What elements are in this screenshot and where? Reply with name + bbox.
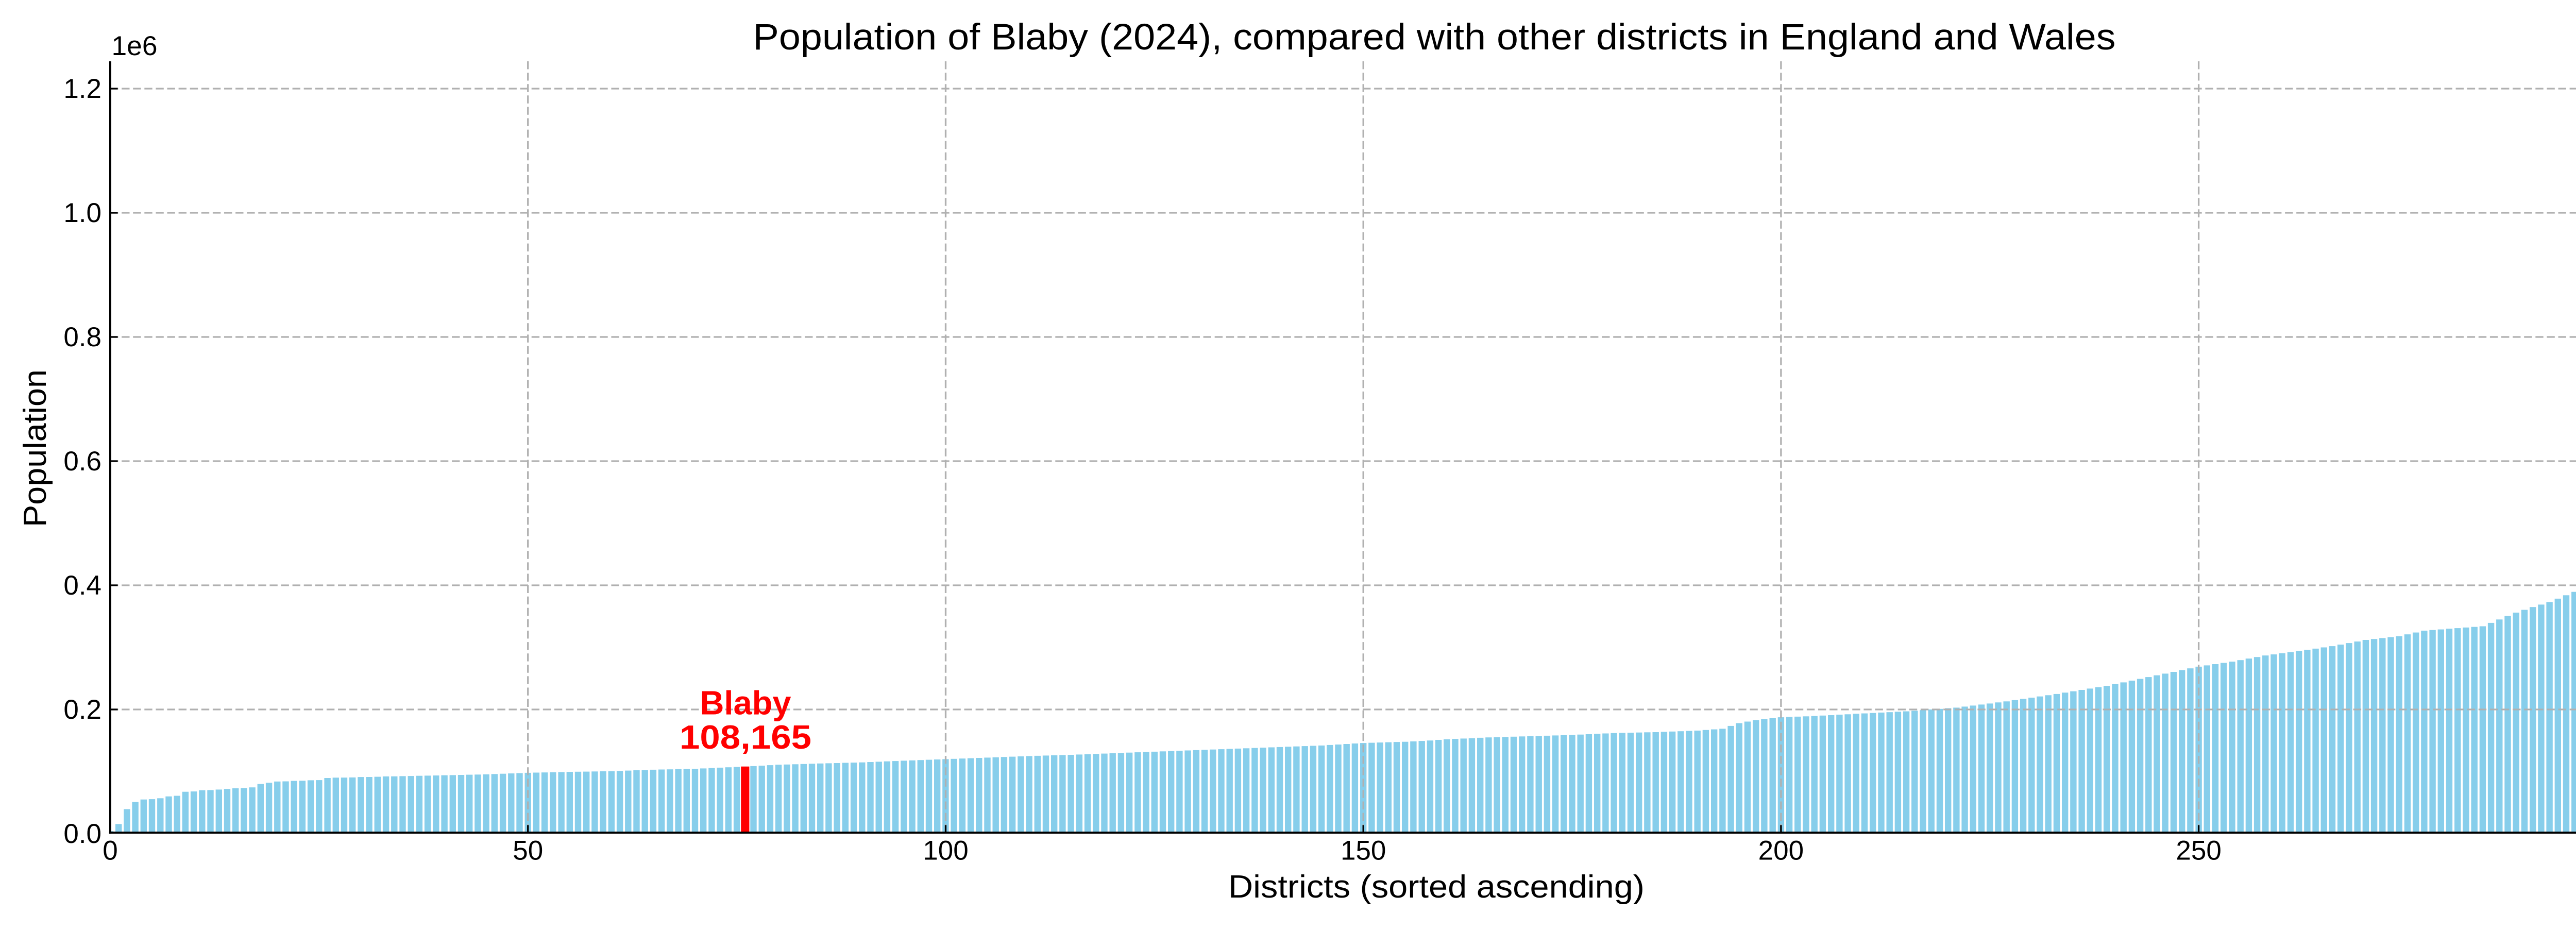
svg-text:250: 250 — [2176, 836, 2221, 866]
svg-text:1e6: 1e6 — [112, 31, 158, 61]
svg-text:0.6: 0.6 — [63, 446, 101, 477]
svg-text:0: 0 — [103, 836, 117, 866]
svg-text:100: 100 — [923, 836, 968, 866]
svg-text:50: 50 — [513, 836, 543, 866]
svg-text:0.2: 0.2 — [63, 695, 101, 725]
svg-text:0.0: 0.0 — [63, 819, 101, 849]
svg-text:0.4: 0.4 — [63, 570, 101, 601]
svg-text:0.8: 0.8 — [63, 322, 101, 352]
svg-text:Districts (sorted ascending): Districts (sorted ascending) — [1228, 869, 1645, 905]
svg-text:Blaby: Blaby — [700, 684, 791, 722]
svg-text:150: 150 — [1341, 836, 1386, 866]
svg-text:108,165: 108,165 — [680, 718, 811, 756]
svg-text:Population: Population — [18, 369, 53, 527]
svg-text:Population of Blaby (2024), co: Population of Blaby (2024), compared wit… — [753, 16, 2116, 58]
svg-text:200: 200 — [1758, 836, 1804, 866]
svg-text:1.0: 1.0 — [63, 198, 101, 228]
svg-text:1.2: 1.2 — [63, 74, 101, 104]
